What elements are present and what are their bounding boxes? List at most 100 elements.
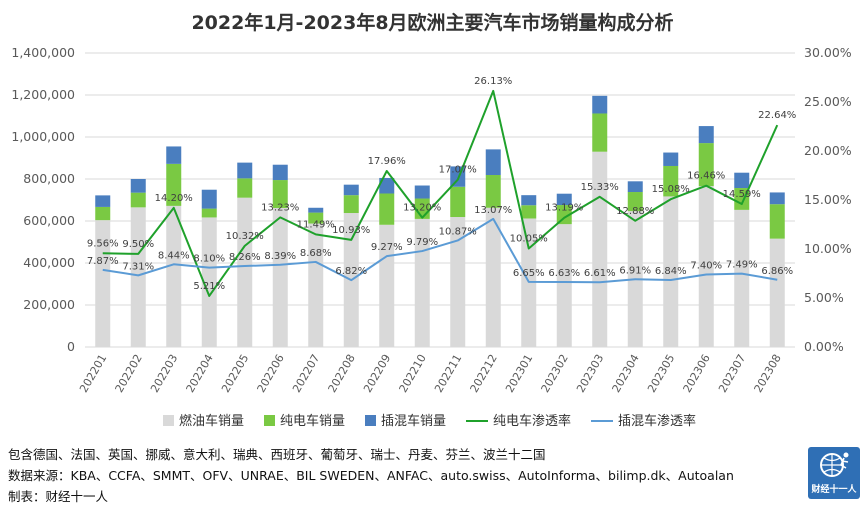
bar-segment <box>343 195 359 214</box>
x-tick-label: 202301 <box>503 352 535 395</box>
x-tick-label: 202202 <box>113 352 145 395</box>
data-label: 13.07% <box>474 205 512 216</box>
series-line <box>102 89 779 297</box>
bar-segment <box>166 163 182 206</box>
y-right-tick-label: 10.00% <box>804 241 852 256</box>
bar-segment <box>272 207 288 347</box>
data-label: 6.65% <box>513 268 545 279</box>
sources-note: 数据来源：KBA、CCFA、SMMT、OFV、UNRAE、BIL SWEDEN、… <box>8 468 734 483</box>
y-left-tick-label: 0 <box>67 339 75 354</box>
data-label: 7.40% <box>690 260 722 271</box>
data-label: 9.50% <box>122 239 154 250</box>
y-left-tick-label: 800,000 <box>23 171 75 186</box>
legend-label: 插混车销量 <box>381 413 446 429</box>
data-label: 13.19% <box>545 203 583 214</box>
bar-segment <box>308 212 324 224</box>
bar-segment <box>698 126 714 144</box>
data-label: 5.21% <box>193 281 225 292</box>
chart-area: 0 200,000 400,000 600,000 800,000 1,000,000 1,… <box>11 45 852 429</box>
bar-segment <box>308 223 324 347</box>
data-label: 9.79% <box>406 237 438 248</box>
bar-segment <box>521 205 537 219</box>
bar-segment <box>521 195 537 206</box>
data-label: 6.86% <box>761 266 793 277</box>
x-tick-label: 202206 <box>255 352 287 395</box>
data-label: 7.87% <box>87 256 119 267</box>
data-label: 6.61% <box>584 268 616 279</box>
bar-segment <box>95 220 111 347</box>
data-label: 6.91% <box>619 265 651 276</box>
data-label: 7.49% <box>726 260 758 271</box>
data-label: 8.10% <box>193 254 225 265</box>
data-label: 10.05% <box>510 234 548 245</box>
legend-label: 纯电车渗透率 <box>493 413 571 429</box>
bar-segment <box>769 192 785 205</box>
y-right-tick-label: 5.00% <box>804 290 844 305</box>
data-label: 7.31% <box>122 261 154 272</box>
data-label: 10.93% <box>332 225 370 236</box>
bar-segment <box>698 186 714 347</box>
data-label: 15.33% <box>581 182 619 193</box>
bar-segment <box>95 206 111 221</box>
bar-segment <box>627 181 643 193</box>
bar-segment <box>272 180 288 208</box>
countries-note: 包含德国、法国、英国、挪威、意大利、瑞典、西班牙、葡萄牙、瑞士、丹麦、芬兰、波兰… <box>8 447 546 462</box>
bar-segment <box>592 151 608 347</box>
bar-segment <box>379 177 395 194</box>
bar-segment <box>130 192 146 208</box>
bar-segment <box>734 209 750 347</box>
x-tick-label: 202208 <box>326 352 358 395</box>
data-label: 17.96% <box>368 156 406 167</box>
bar-segment <box>95 195 111 207</box>
legend-swatch <box>163 415 174 426</box>
bar-segment <box>308 207 324 213</box>
x-tick-label: 202204 <box>184 352 216 395</box>
legend-swatch <box>264 415 275 426</box>
y-right-tick-label: 25.00% <box>804 94 852 109</box>
y-right-tick-label: 0.00% <box>804 339 844 354</box>
data-label: 17.07% <box>439 165 477 176</box>
data-label: 13.20% <box>403 203 441 214</box>
data-label: 9.56% <box>87 238 119 249</box>
bar-segment <box>663 165 679 197</box>
bar-segment <box>627 192 643 212</box>
bar-segment <box>663 152 679 166</box>
data-label: 8.26% <box>229 252 261 263</box>
bar-segment <box>201 189 217 209</box>
x-tick-label: 202211 <box>432 352 464 395</box>
chart-title: 2022年1月-2023年8月欧洲主要汽车市场销量构成分析 <box>191 12 674 34</box>
bar-segment <box>130 179 146 193</box>
bar-segment <box>450 186 466 218</box>
y-left-tick-label: 1,200,000 <box>11 87 75 102</box>
bar-segment <box>237 178 253 198</box>
data-label: 6.84% <box>655 266 687 277</box>
x-tick-label: 202203 <box>148 352 180 395</box>
bar-segment <box>450 217 466 347</box>
data-label: 15.08% <box>652 184 690 195</box>
bar-segment <box>592 95 608 114</box>
x-tick-label: 202305 <box>645 352 677 395</box>
data-label: 26.13% <box>474 76 512 87</box>
author-note: 制表：财经十一人 <box>8 489 109 504</box>
bar-segment <box>556 205 572 225</box>
series-line <box>102 217 778 284</box>
bar-segment <box>485 149 501 176</box>
x-tick-label: 202210 <box>397 352 429 395</box>
globe-runner-icon <box>820 452 849 477</box>
legend-swatch <box>365 415 376 426</box>
bar-segment <box>201 208 217 218</box>
bar-segment <box>237 197 253 347</box>
bar-segment <box>663 196 679 347</box>
x-tick-label: 202306 <box>681 352 713 395</box>
bar-segment <box>343 184 359 196</box>
x-tick-label: 202207 <box>290 352 322 395</box>
bar-segment <box>379 193 395 225</box>
bar-segment <box>769 204 785 239</box>
y-left-tick-label: 1,000,000 <box>11 129 75 144</box>
x-tick-label: 202308 <box>752 352 784 395</box>
bar-segment <box>414 185 430 199</box>
bar-segment <box>237 162 253 179</box>
data-label: 10.87% <box>439 226 477 237</box>
legend-label: 插混车渗透率 <box>618 413 696 429</box>
data-label: 10.32% <box>226 231 264 242</box>
